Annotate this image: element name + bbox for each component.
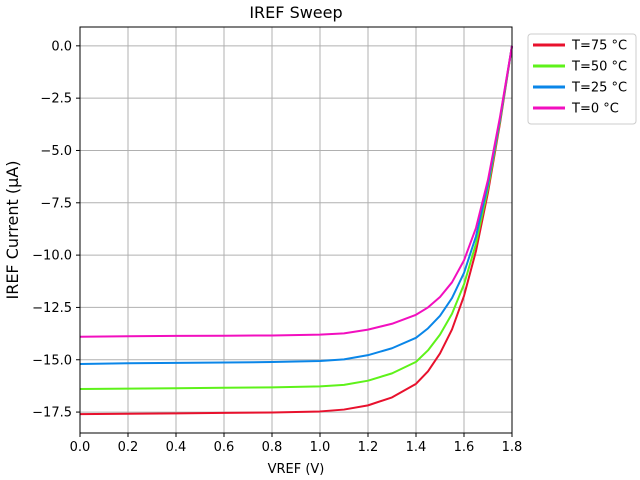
y-axis-label: IREF Current (µA) bbox=[3, 160, 22, 299]
y-axis: 0.0 −2.5 −5.0 −7.5 −10.0 −12.5 −15.0 −17.5 bbox=[32, 39, 80, 421]
legend-entry-3: T=0 °C bbox=[571, 102, 619, 117]
x-axis: 0.0 0.2 0.4 0.6 0.8 1.0 1.2 1.4 1.6 1.8 bbox=[70, 433, 523, 455]
x-tick-label: 1.0 bbox=[310, 440, 331, 455]
series-lines bbox=[79, 45, 513, 416]
y-tick-label: −17.5 bbox=[32, 406, 72, 421]
series-line-2 bbox=[79, 45, 513, 365]
y-tick-label: −2.5 bbox=[40, 92, 72, 107]
x-tick-label: 0.2 bbox=[118, 440, 139, 455]
x-tick-label: 1.4 bbox=[406, 440, 427, 455]
x-tick-label: 1.8 bbox=[502, 440, 523, 455]
grid bbox=[79, 27, 513, 433]
series-line-3 bbox=[79, 45, 513, 338]
y-tick-label: −10.0 bbox=[32, 249, 72, 264]
x-tick-label: 0.0 bbox=[70, 440, 91, 455]
x-tick-label: 1.6 bbox=[454, 440, 475, 455]
y-tick-label: −15.0 bbox=[32, 353, 72, 368]
x-tick-label: 0.8 bbox=[262, 440, 283, 455]
x-tick-label: 0.4 bbox=[166, 440, 187, 455]
series-line-0 bbox=[79, 45, 513, 416]
y-tick-label: −12.5 bbox=[32, 301, 72, 316]
y-tick-label: −7.5 bbox=[40, 196, 72, 211]
series-line-1 bbox=[79, 45, 513, 391]
legend-entry-0: T=75 °C bbox=[571, 39, 627, 54]
x-tick-label: 1.2 bbox=[358, 440, 379, 455]
y-tick-label: −5.0 bbox=[40, 144, 72, 159]
x-axis-label: VREF (V) bbox=[268, 462, 325, 477]
x-tick-label: 0.6 bbox=[214, 440, 235, 455]
y-tick-label: 0.0 bbox=[51, 39, 72, 54]
chart-title: IREF Sweep bbox=[249, 3, 342, 22]
legend-box bbox=[527, 33, 637, 125]
legend-entry-2: T=25 °C bbox=[571, 81, 627, 96]
legend-entry-1: T=50 °C bbox=[571, 60, 627, 75]
plot-area-frame bbox=[79, 26, 513, 434]
legend: T=75 °C T=50 °C T=25 °C T=0 °C bbox=[527, 33, 637, 125]
